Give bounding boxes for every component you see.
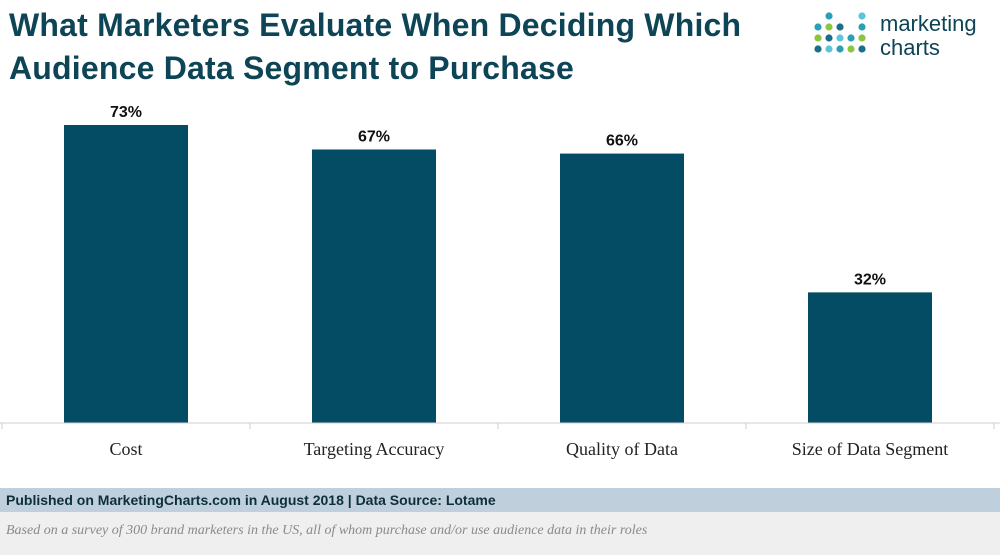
bar-size-of-data-segment bbox=[808, 292, 932, 423]
note-bar: Based on a survey of 300 brand marketers… bbox=[0, 512, 1000, 555]
source-text: Published on MarketingCharts.com in Augu… bbox=[6, 492, 496, 508]
source-bar: Published on MarketingCharts.com in Augu… bbox=[0, 488, 1000, 512]
chart-title: What Marketers Evaluate When Deciding Wh… bbox=[9, 7, 742, 86]
category-label: Quality of Data bbox=[566, 439, 678, 459]
logo-dot bbox=[836, 23, 844, 31]
logo-text: marketing charts bbox=[880, 12, 977, 60]
value-label: 73% bbox=[110, 104, 142, 121]
logo-dot bbox=[836, 34, 844, 42]
logo-text-line1: marketing bbox=[880, 11, 977, 36]
logo-dot bbox=[814, 34, 822, 42]
logo-dot bbox=[814, 45, 822, 53]
value-label: 66% bbox=[606, 133, 638, 150]
category-label: Targeting Accuracy bbox=[304, 439, 445, 459]
category-label: Cost bbox=[109, 439, 142, 459]
logo-dot bbox=[836, 45, 844, 53]
value-label: 32% bbox=[854, 271, 886, 288]
bar-chart: 73% 67% 66% 32% Cost Targeting Accuracy Quali… bbox=[0, 104, 1000, 459]
bar-cost bbox=[64, 125, 188, 423]
logo-dot bbox=[858, 12, 866, 20]
logo-dot bbox=[825, 12, 833, 20]
logo-dot bbox=[825, 45, 833, 53]
logo-dot bbox=[814, 23, 822, 31]
bar-targeting-accuracy bbox=[312, 149, 436, 423]
category-label: Size of Data Segment bbox=[792, 439, 948, 459]
logo-dot bbox=[847, 45, 855, 53]
logo-dots-icon bbox=[814, 12, 866, 53]
logo-dot bbox=[825, 23, 833, 31]
logo-dot bbox=[858, 34, 866, 42]
marketingcharts-logo bbox=[814, 12, 866, 53]
value-label: 67% bbox=[358, 128, 390, 145]
bar-quality-of-data bbox=[560, 153, 684, 423]
logo-dot bbox=[847, 34, 855, 42]
logo-text-line2: charts bbox=[880, 35, 940, 60]
survey-note: Based on a survey of 300 brand marketers… bbox=[6, 523, 648, 538]
logo-dot bbox=[858, 23, 866, 31]
logo-dot bbox=[825, 34, 833, 42]
logo-dot bbox=[858, 45, 866, 53]
